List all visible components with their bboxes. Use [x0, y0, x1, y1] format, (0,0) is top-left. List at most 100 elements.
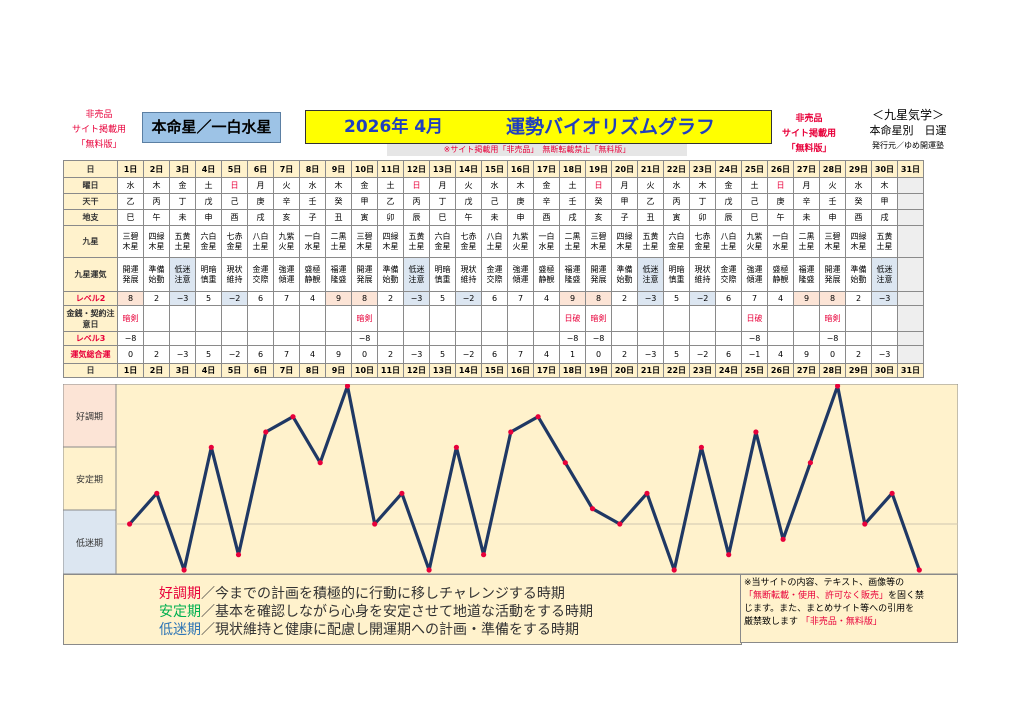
fortune-cell [897, 257, 924, 292]
branch-cell: 酉 [221, 209, 248, 226]
notice-line: ※当サイトの内容、テキスト、画像等の [744, 578, 905, 588]
star-line: 七赤 [694, 231, 711, 241]
weekday-cell: 火 [819, 177, 846, 194]
star-cell: 二黒 土星 [559, 225, 586, 258]
table-row-level3: レベル3 −8 −8 −8 −8 −8 −8 [63, 331, 924, 346]
band-label: 低迷期 [76, 537, 103, 549]
level2-cell: 8 [585, 291, 612, 306]
table-row-money: 金銭・契約注意日 暗剣 暗剣 日破 暗剣 日破 暗剣 [63, 305, 924, 332]
day-cell: 1日 [117, 363, 144, 378]
star-cell: 七赤 金星 [221, 225, 248, 258]
day-cell: 15日 [481, 363, 508, 378]
level2-cell [897, 291, 924, 306]
fortune-line: 静観 [538, 274, 555, 284]
weekday-cell [897, 177, 924, 194]
fortune-cell: 準備 始動 [377, 257, 404, 292]
row-label-weekday: 曜日 [63, 177, 118, 194]
branch-cell: 亥 [585, 209, 612, 226]
fortune-line: 低迷 [174, 264, 191, 274]
star-line: 土星 [642, 241, 659, 251]
data-point [753, 429, 759, 435]
total-cell: −3 [403, 345, 430, 364]
money-cell [195, 305, 222, 332]
right-note-line: 「無料版」 [786, 144, 832, 154]
total-cell: 7 [273, 345, 300, 364]
level2-cell: 5 [195, 291, 222, 306]
stem-cell: 戊 [455, 193, 482, 210]
branch-cell: 卯 [689, 209, 716, 226]
level2-cell: 7 [273, 291, 300, 306]
star-line: 金星 [200, 241, 217, 251]
stem-cell: 癸 [585, 193, 612, 210]
total-cell: 0 [819, 345, 846, 364]
day-cell: 9日 [325, 363, 352, 378]
star-line: 五黄 [174, 231, 191, 241]
day-cell: 5日 [221, 160, 248, 178]
right-note-line: 非売品 [795, 114, 823, 124]
total-cell: −3 [169, 345, 196, 364]
legend-stable: 安定期／基本を確認しながら心身を安定させて地道な活動をする時期 [159, 601, 593, 621]
data-point [726, 552, 732, 558]
weekday-cell: 土 [741, 177, 768, 194]
level3-cell [377, 331, 404, 346]
stem-cell: 甲 [351, 193, 378, 210]
fortune-cell: 低迷 注意 [403, 257, 430, 292]
weekday-cell: 火 [637, 177, 664, 194]
star-cell: 七赤 金星 [689, 225, 716, 258]
star-line: 火星 [278, 241, 295, 251]
table-row-stem: 天干乙丙丁戊己庚辛壬癸甲乙丙丁戊己庚辛壬癸甲乙丙丁戊己庚辛壬癸甲 [63, 193, 924, 210]
fortune-line: 低迷 [642, 264, 659, 274]
day-cell: 14日 [455, 363, 482, 378]
weekday-cell: 水 [481, 177, 508, 194]
star-line: 土星 [876, 241, 893, 251]
money-cell [689, 305, 716, 332]
level3-cell [767, 331, 794, 346]
fortune-cell: 低迷 注意 [871, 257, 898, 292]
level2-cell: −2 [455, 291, 482, 306]
level2-cell: −3 [871, 291, 898, 306]
money-cell [767, 305, 794, 332]
branch-cell: 巳 [741, 209, 768, 226]
money-cell [403, 305, 430, 332]
stem-cell: 壬 [299, 193, 326, 210]
day-cell: 22日 [663, 363, 690, 378]
data-point [235, 552, 242, 558]
branch-cell: 戌 [247, 209, 274, 226]
fortune-line: 隆盛 [330, 274, 347, 284]
fortune-line: 低迷 [408, 264, 425, 274]
fortune-cell: 現状 維持 [455, 257, 482, 292]
star-line: 八白 [720, 231, 737, 241]
left-nonsale-note: 非売品 サイト掲載用 「無料版」 [64, 108, 134, 153]
star-cell: 九紫 火星 [273, 225, 300, 258]
fortune-cell: 低迷 注意 [637, 257, 664, 292]
branch-cell: 巳 [429, 209, 456, 226]
fortune-line: 金運 [252, 264, 269, 274]
star-cell: 二黒 土星 [793, 225, 820, 258]
total-cell: −3 [637, 345, 664, 364]
money-cell [793, 305, 820, 332]
star-line: 水星 [304, 241, 321, 251]
weekday-cell: 水 [663, 177, 690, 194]
star-line: 木星 [616, 241, 633, 251]
left-note-line: サイト掲載用 [71, 125, 126, 135]
star-line: 木星 [122, 241, 139, 251]
fortune-line: 発展 [824, 274, 841, 284]
data-point [208, 444, 214, 450]
level3-cell: −8 [351, 331, 378, 346]
fortune-cell: 盛極 静観 [767, 257, 794, 292]
fortune-line: 注意 [642, 274, 659, 284]
day-cell: 23日 [689, 363, 716, 378]
weekday-cell: 水 [845, 177, 872, 194]
fortune-line: 静観 [304, 274, 321, 284]
fortune-line: 始動 [382, 274, 399, 284]
level2-cell: 8 [819, 291, 846, 306]
branch-cell: 巳 [117, 209, 144, 226]
star-line: 土星 [486, 241, 503, 251]
star-cell: 三碧 木星 [585, 225, 612, 258]
legend-low-term: 低迷期 [159, 622, 201, 638]
star-line: 土星 [330, 241, 347, 251]
fortune-line: 現状 [460, 264, 477, 274]
right-note-line: サイト掲載用 [781, 129, 836, 139]
data-point [399, 490, 405, 496]
legend-stable-term: 安定期 [159, 604, 201, 620]
